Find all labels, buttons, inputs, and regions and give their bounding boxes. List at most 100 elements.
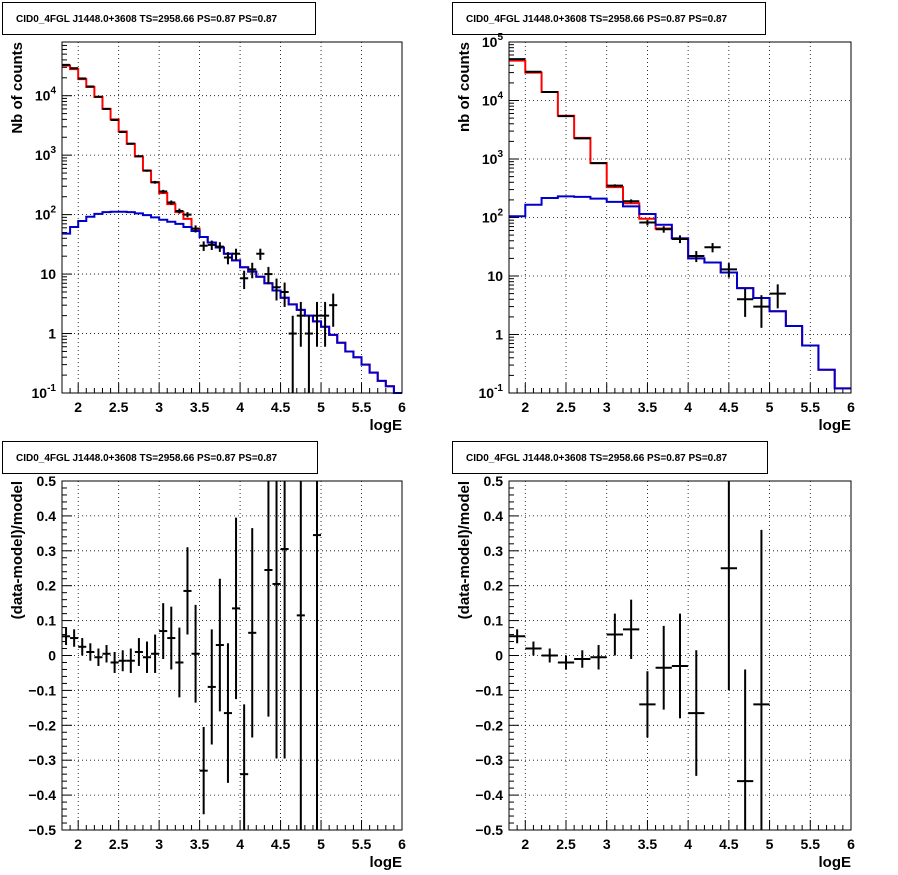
data-point: [70, 629, 79, 647]
y-tick-label: 103: [482, 149, 504, 167]
x-tick-label: 3: [155, 399, 163, 415]
data-point: [167, 606, 176, 670]
data-point: [753, 529, 770, 830]
data-point: [248, 262, 257, 279]
x-tick-label: 5.5: [352, 836, 372, 852]
y-tick-label: 0: [495, 648, 503, 664]
x-tick-label: 3.5: [638, 836, 658, 852]
y-tick-label: 10: [40, 266, 56, 282]
data-point: [248, 528, 257, 738]
data-point: [126, 648, 135, 673]
data-point: [232, 248, 241, 260]
y-tick-label: 0.4: [37, 508, 57, 524]
data-points: [62, 63, 338, 393]
x-tick-label: 2: [74, 399, 82, 415]
data-point: [639, 219, 656, 226]
x-tick-label: 3.5: [190, 836, 210, 852]
y-tick-label: −0.5: [475, 822, 503, 838]
data-point: [126, 142, 135, 145]
data-point: [280, 282, 289, 307]
data-point: [623, 199, 640, 204]
chart-title: CID0_4FGL J1448.0+3608 TS=2958.66 PS=0.8…: [16, 453, 278, 464]
data-point: [134, 155, 143, 158]
data-point: [183, 547, 192, 635]
data-point: [142, 641, 152, 673]
data-point: [86, 643, 95, 661]
series-component-model-line: [509, 195, 851, 390]
data-point: [134, 638, 143, 666]
data-point: [118, 650, 127, 672]
y-tick-label: 0.2: [484, 578, 504, 594]
data-point: [557, 655, 575, 670]
y-tick-labels: −0.5 −0.4 −0.3 −0.2 −0.1 0 0.1 0.2 0.3 0.4 0.5: [28, 473, 56, 838]
data-point: [167, 200, 176, 205]
y-tick-label: 105: [482, 32, 504, 50]
data-point: [110, 652, 119, 673]
data-point: [606, 613, 623, 656]
x-tick-labels: 2 2.5 3 3.5 4 4.5 5 5.5 6: [521, 836, 855, 852]
data-point: [312, 301, 322, 347]
y-tick-label: −0.5: [28, 822, 56, 838]
data-point: [272, 278, 281, 301]
y-axis-label: Nb of counts: [9, 42, 26, 134]
data-point: [159, 603, 168, 659]
data-point: [191, 604, 200, 703]
data-point: [215, 578, 224, 712]
data-point: [688, 251, 705, 263]
x-tick-label: 4.5: [271, 399, 291, 415]
x-tick-labels: 2 2.5 3 3.5 4 4.5 5 5.5 6: [74, 399, 406, 415]
y-tick-label: 0.3: [484, 543, 504, 559]
y-tick-label: 103: [35, 145, 57, 163]
data-point: [175, 208, 184, 214]
x-tick-label: 3.5: [190, 399, 210, 415]
data-point: [606, 184, 623, 188]
x-tick-label: 4.5: [271, 836, 291, 852]
x-tick-label: 3: [603, 836, 611, 852]
axis-ticks: [508, 480, 852, 831]
chart-panel-3: CID0_4FGL J1448.0+3608 TS=2958.66 PS=0.8…: [2, 441, 406, 871]
y-tick-label: 104: [35, 86, 57, 104]
data-points: [509, 481, 770, 830]
title-box: [2, 441, 318, 474]
data-point: [78, 638, 87, 656]
chart-title: CID0_4FGL J1448.0+3608 TS=2958.66 PS=0.8…: [466, 453, 728, 464]
series-total-model-line: [62, 64, 402, 394]
y-tick-label: 0.5: [484, 473, 504, 489]
data-point: [574, 650, 591, 668]
y-tick-label: −0.1: [475, 682, 503, 698]
data-point: [623, 599, 640, 659]
data-point: [688, 650, 705, 776]
chart-panel-2: CID0_4FGL J1448.0+3608 TS=2958.66 PS=0.8…: [452, 2, 855, 434]
data-point: [280, 481, 289, 759]
data-point: [655, 226, 672, 233]
x-tick-label: 2: [521, 836, 529, 852]
y-tick-label: 0: [48, 648, 56, 664]
data-point: [94, 648, 103, 666]
x-tick-label: 2: [521, 399, 529, 415]
grid: [509, 42, 851, 393]
data-point: [102, 645, 111, 663]
x-tick-label: 2: [74, 836, 82, 852]
data-point: [671, 235, 689, 244]
y-tick-label: 10-1: [32, 383, 57, 401]
x-tick-labels: 2 2.5 3 3.5 4 4.5 5 5.5 6: [521, 399, 855, 415]
data-point: [655, 625, 672, 710]
data-point: [191, 225, 200, 233]
title-box: [452, 441, 768, 474]
chart-title: CID0_4FGL J1448.0+3608 TS=2958.66 PS=0.8…: [16, 14, 278, 25]
x-tick-label: 6: [398, 836, 406, 852]
y-tick-label: −0.2: [28, 717, 56, 733]
x-tick-label: 2.5: [109, 836, 129, 852]
data-point: [199, 727, 208, 815]
data-points: [62, 481, 322, 830]
data-point: [541, 648, 558, 663]
x-tick-label: 5.5: [352, 399, 372, 415]
data-point: [720, 263, 737, 278]
data-point: [704, 243, 721, 253]
title-box: [2, 2, 316, 35]
x-tick-label: 5: [766, 399, 774, 415]
data-point: [329, 293, 338, 327]
series-component-model-line: [62, 210, 402, 394]
plot-frame: [61, 480, 403, 831]
plot-frame: [61, 41, 403, 394]
